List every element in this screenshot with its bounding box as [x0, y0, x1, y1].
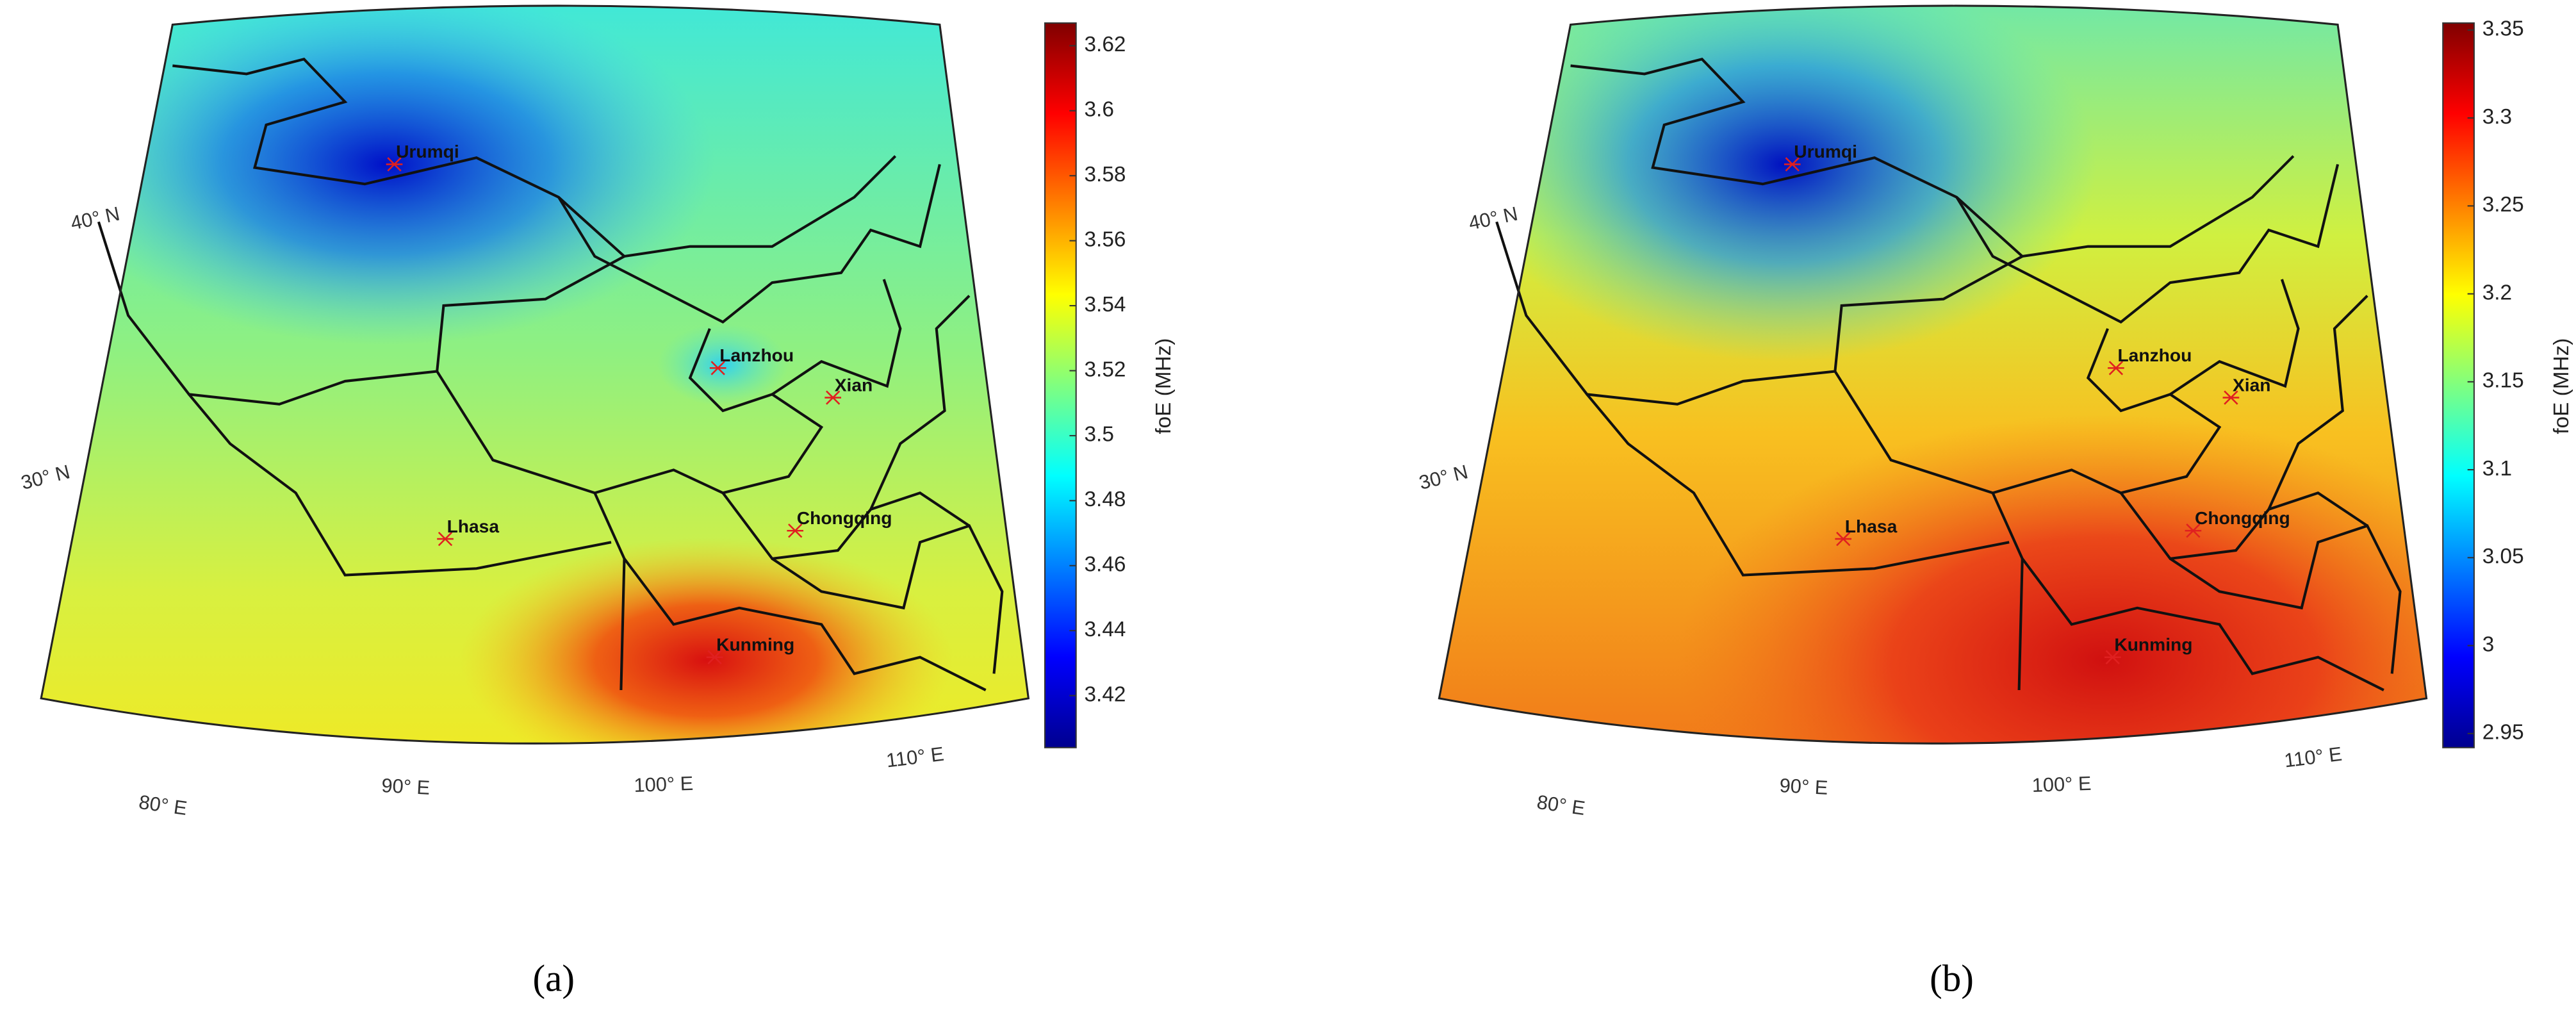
map-panel: Urumqi Lanzhou Xian Chongqing Lhasa Kunming 40… — [1416, 4, 2573, 999]
boundary — [1586, 393, 2010, 577]
city-marker — [706, 650, 723, 664]
city-marker — [2108, 361, 2124, 375]
lon-label: 100° E — [2031, 772, 2092, 796]
map-frame — [1438, 4, 2428, 745]
colorbar — [2442, 22, 2475, 748]
city-label: Kunming — [2114, 634, 2192, 654]
boundary — [1992, 328, 2222, 495]
city-label: Chongqing — [797, 507, 892, 528]
city-marker — [2104, 650, 2121, 664]
colorbar-label: foE (MHz) — [2550, 338, 2573, 434]
lon-label: 100° E — [634, 772, 694, 796]
boundary — [869, 295, 971, 510]
lon-label: 110° E — [885, 743, 945, 772]
boundary — [1955, 163, 2340, 324]
boundary — [2169, 524, 2402, 674]
city-marker — [2222, 390, 2240, 405]
lon-label: 110° E — [2283, 743, 2343, 772]
city-marker — [1835, 531, 1852, 547]
field-high — [1677, 414, 2427, 744]
colorbar-tick-label: 3.44 — [1085, 618, 1126, 641]
colorbar-label: foE (MHz) — [1152, 338, 1176, 434]
boundary — [97, 58, 627, 406]
city-label: Lhasa — [447, 516, 500, 536]
colorbar-tick-label: 3.05 — [2482, 545, 2524, 568]
city-marker — [824, 390, 842, 405]
city-label: Urumqi — [1794, 141, 1857, 161]
colorbar-tick-label: 3.46 — [1085, 553, 1126, 577]
boundary — [2169, 279, 2300, 396]
city-marker — [709, 361, 726, 375]
city-label: Kunming — [716, 634, 794, 654]
boundary — [623, 557, 987, 691]
panel-caption: (a) — [533, 957, 575, 999]
boundary — [188, 393, 612, 577]
colorbar-tick-label: 3.42 — [1085, 682, 1126, 706]
lat-label: 30° N — [19, 460, 72, 494]
city-marker — [2185, 523, 2202, 538]
colorbar-tick-label: 3.48 — [1085, 488, 1126, 511]
boundary — [2119, 491, 2368, 561]
boundary — [557, 163, 941, 324]
foe-field — [1439, 5, 2427, 744]
field-low — [57, 5, 715, 345]
boundary — [771, 524, 1004, 674]
field-high — [460, 537, 953, 744]
boundary — [594, 328, 824, 495]
map-frame — [40, 4, 1030, 745]
city-marker — [386, 157, 403, 172]
colorbar-tick-label: 3.58 — [1085, 163, 1126, 186]
lon-label: 80° E — [1536, 791, 1587, 820]
panel-caption: (b) — [1930, 957, 1974, 999]
field-local — [657, 324, 789, 406]
boundary — [624, 155, 897, 258]
boundary — [2021, 557, 2384, 691]
colorbar-tick-label: 3.3 — [2482, 105, 2512, 129]
map-panel: Urumqi Lanzhou Xian Chongqing Lhasa Kunming 40… — [19, 4, 1176, 999]
city-marker — [787, 523, 804, 538]
colorbar-tick-label: 3.35 — [2482, 17, 2524, 41]
colorbar — [1044, 22, 1077, 748]
city-label: Lanzhou — [719, 345, 794, 365]
lat-label: 30° N — [1416, 460, 1470, 494]
city-marker — [437, 531, 454, 547]
boundary — [771, 279, 902, 396]
boundary — [721, 491, 971, 561]
colorbar-tick-label: 3.15 — [2482, 369, 2524, 393]
colorbar-tick-label: 3.54 — [1085, 293, 1126, 317]
colorbar-tick-label: 3.52 — [1085, 358, 1126, 381]
colorbar-tick-label: 3.56 — [1085, 227, 1126, 251]
foe-field — [41, 5, 1029, 744]
colorbar-tick-label: 3.1 — [2482, 457, 2512, 481]
colorbar-tick-label: 2.95 — [2482, 721, 2524, 745]
lon-label: 90° E — [1779, 774, 1828, 799]
colorbar-tick-label: 3.62 — [1085, 33, 1126, 56]
city-label: Lanzhou — [2117, 345, 2192, 365]
city-label: Lhasa — [1845, 516, 1898, 536]
colorbar-tick-label: 3.25 — [2482, 193, 2524, 217]
colorbar-tick-label: 3.6 — [1085, 98, 1114, 122]
colorbar-tick-label: 3.5 — [1085, 423, 1114, 447]
city-label: Chongqing — [2195, 507, 2290, 528]
lon-label: 80° E — [138, 791, 189, 820]
boundary — [1495, 58, 2025, 406]
colorbar-tick-label: 3 — [2482, 632, 2495, 656]
colorbar-tick-label: 3.2 — [2482, 281, 2512, 304]
city-label: Xian — [835, 374, 873, 395]
city-label: Urumqi — [396, 141, 459, 161]
city-label: Xian — [2233, 374, 2271, 395]
boundary — [2267, 295, 2368, 510]
lon-label: 90° E — [381, 774, 431, 799]
boundary — [2022, 155, 2295, 258]
lat-label: 40° N — [69, 202, 122, 235]
lat-label: 40° N — [1466, 202, 1520, 235]
city-marker — [1784, 157, 1801, 172]
